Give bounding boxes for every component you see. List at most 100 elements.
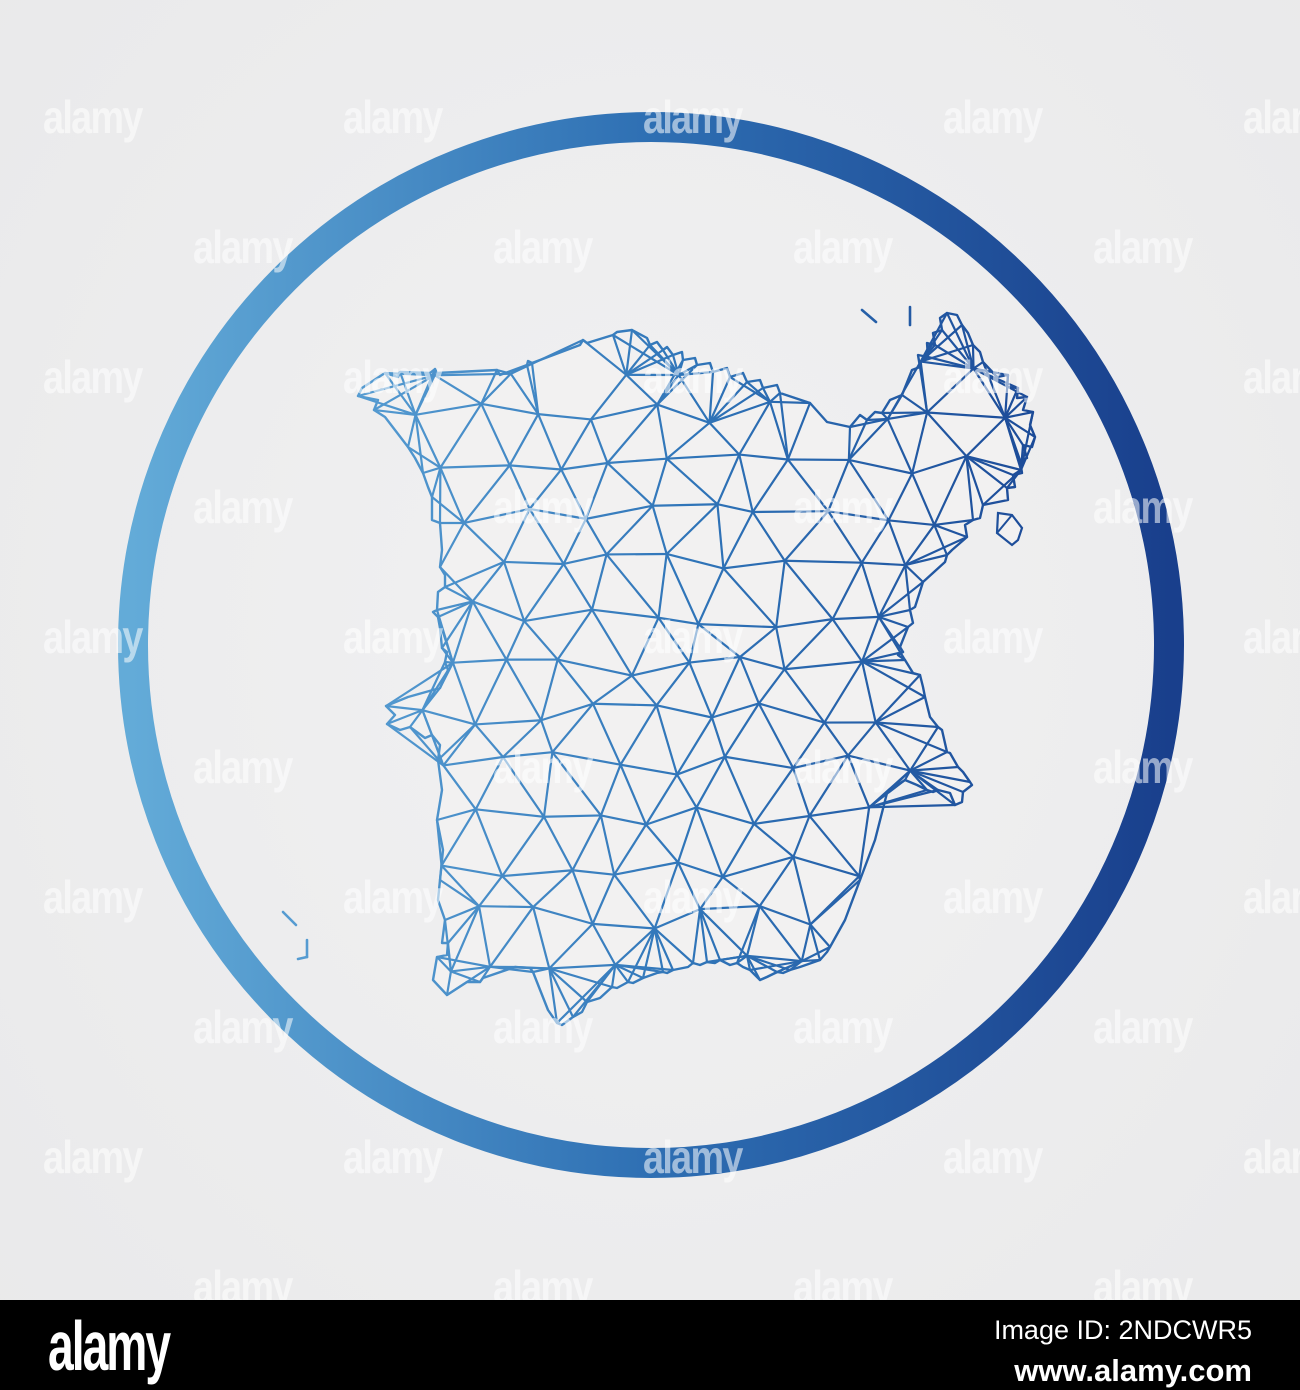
mesh-edge: [430, 733, 445, 767]
mesh-edge: [751, 510, 786, 562]
mesh-edge: [471, 600, 526, 623]
mesh-edge: [885, 769, 912, 795]
mesh-edge: [695, 806, 756, 826]
mesh-edge: [705, 954, 749, 964]
mesh-edge: [435, 600, 474, 612]
mesh-edge: [909, 769, 929, 792]
mesh-edge: [474, 755, 505, 811]
mesh-edge: [532, 905, 551, 970]
mesh-edge: [874, 673, 922, 724]
mesh-edge: [909, 765, 960, 772]
mesh-edge: [880, 411, 929, 415]
mesh-edge: [501, 719, 543, 759]
mesh-edge: [571, 814, 603, 872]
mesh-edge: [675, 716, 714, 776]
network-map-illustration: [118, 112, 1184, 1178]
mesh-edge: [532, 905, 594, 925]
mesh-edge: [698, 908, 722, 962]
mesh-edge: [808, 806, 871, 818]
mesh-edge: [877, 608, 912, 619]
mesh-edge: [688, 622, 700, 664]
mesh-edge: [439, 464, 511, 469]
mesh-edge: [945, 311, 975, 370]
mesh-edge: [665, 503, 719, 556]
mesh-edge: [847, 418, 869, 462]
mesh-edge: [752, 814, 811, 826]
mesh-edge: [665, 552, 700, 626]
mesh-edge: [584, 504, 654, 520]
mesh-edge: [877, 580, 925, 619]
mesh-edge: [697, 567, 725, 626]
mesh-edge: [537, 413, 563, 471]
mesh-edge: [605, 504, 654, 556]
mesh-edge: [909, 725, 940, 772]
mesh-edge: [721, 855, 795, 879]
mesh-edge: [421, 660, 447, 712]
mesh-edge: [933, 523, 969, 539]
mesh-edge: [768, 400, 789, 461]
mesh-edge: [480, 402, 540, 416]
mesh-edge: [462, 521, 506, 564]
mesh-edge: [677, 373, 711, 424]
mesh-edge: [471, 560, 506, 603]
mesh-edge: [560, 468, 588, 520]
mesh-edge: [847, 458, 890, 522]
mesh-edge: [657, 552, 668, 619]
mesh-edge: [551, 751, 603, 817]
mesh-edge: [933, 343, 975, 370]
mesh-edge: [653, 908, 702, 930]
mesh-edge: [752, 822, 795, 858]
mesh-edge: [613, 873, 656, 930]
mesh-edge: [630, 661, 691, 677]
mesh-edge: [722, 510, 754, 570]
mesh-edge: [501, 751, 554, 759]
mesh-edge: [965, 455, 1015, 477]
mesh-edge: [665, 457, 719, 506]
mesh-edge: [710, 702, 760, 719]
mesh-edge: [728, 375, 772, 403]
mesh-edge: [446, 905, 481, 945]
mesh-edge: [653, 927, 675, 972]
mesh-edge: [831, 615, 880, 621]
mesh-edge: [735, 904, 761, 965]
mesh-edge: [792, 754, 850, 770]
mesh-edge: [436, 723, 477, 762]
mesh-edge: [414, 413, 442, 469]
mesh-edge: [433, 372, 512, 377]
mesh-edge: [775, 559, 786, 629]
mesh-edge: [738, 453, 789, 461]
mesh-edge: [451, 658, 508, 664]
mesh-edge: [555, 963, 617, 1025]
mesh-edge: [462, 507, 531, 525]
mesh-edge: [599, 814, 616, 876]
mesh-edge: [591, 873, 616, 925]
footer-meta: Image ID: 2NDCWR5 www.alamy.com: [994, 1315, 1252, 1389]
mesh-edge: [478, 965, 492, 984]
mesh-edge: [745, 954, 803, 963]
mesh-edge: [846, 754, 912, 772]
mesh-edge: [610, 963, 617, 989]
mesh-edge: [445, 970, 453, 997]
mesh-edge: [874, 695, 927, 724]
mesh-edge: [925, 367, 975, 414]
mesh-edge: [911, 411, 929, 475]
mesh-edge: [439, 402, 483, 469]
mesh-edge: [933, 518, 975, 527]
mesh-edge: [708, 421, 741, 456]
mesh-edge: [809, 923, 832, 949]
mesh-edge: [398, 370, 417, 416]
mesh-edge: [581, 338, 628, 376]
mesh-edge: [502, 507, 531, 564]
mesh-edge: [860, 625, 910, 663]
mesh-edge: [501, 815, 546, 878]
mesh-edge: [738, 655, 760, 705]
mesh-edge: [697, 622, 778, 629]
mesh-edge: [474, 808, 546, 818]
mesh-edge: [477, 905, 535, 909]
mesh-edge: [904, 553, 949, 567]
mesh-edge: [421, 709, 434, 737]
mesh-edge: [501, 874, 535, 909]
mesh-edge: [438, 521, 466, 569]
mesh-edge: [1003, 395, 1029, 419]
